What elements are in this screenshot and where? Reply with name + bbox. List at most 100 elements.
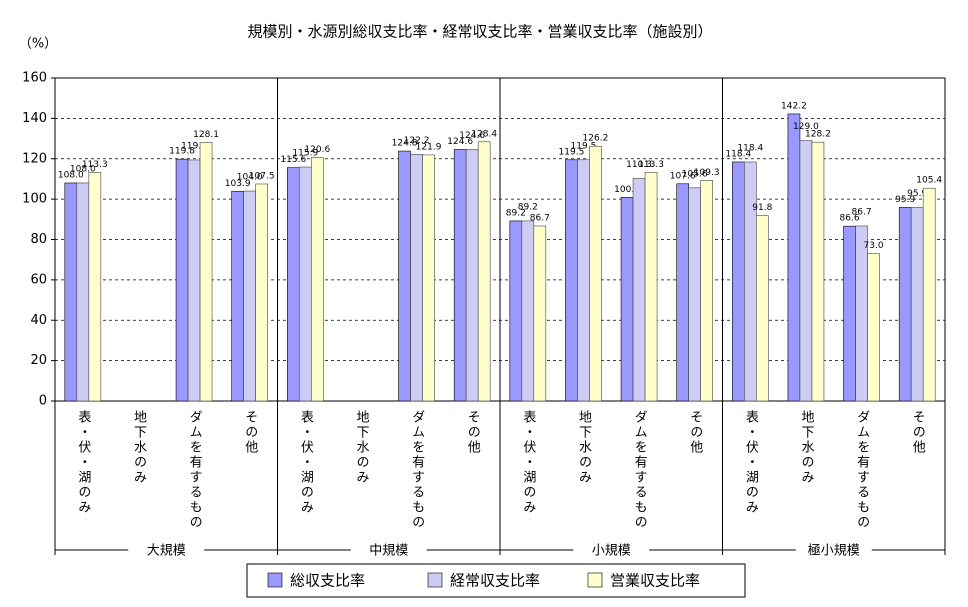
value-label: 118.4 [737,143,763,153]
bar [76,182,90,402]
bar [311,157,324,402]
value-label: 115.9 [292,149,318,159]
value-label: 104.0 [237,173,263,183]
y-tick-label: 20 [30,353,47,368]
bar [509,220,523,402]
x-tick-label: 地下水のみ [353,410,369,485]
bar [732,161,745,402]
value-label: 113.3 [638,160,664,170]
value-label: 119.5 [571,141,597,151]
x-tick-label: ダムを有するもの [632,410,648,530]
value-label: 108.0 [58,170,84,180]
value-label: 124.8 [392,139,418,149]
value-label: 122.2 [404,136,430,146]
bar [843,225,856,402]
bar [787,113,801,402]
value-label: 124.6 [447,137,473,147]
y-tick-label: 80 [30,232,47,247]
value-label: 86.6 [840,214,860,224]
bar [688,187,701,402]
value-label: 95.9 [907,189,927,199]
value-label: 109.3 [694,168,720,178]
y-tick-label: 100 [22,192,47,207]
value-label: 73.0 [864,241,884,251]
bar [465,149,479,402]
bar [799,140,813,402]
bar [533,225,547,402]
value-label: 119.4 [181,141,207,151]
x-tick-label: その他 [242,410,258,455]
bar [243,190,256,402]
y-tick-label: 160 [22,71,47,86]
bar [410,154,423,402]
x-tick-label: 地下水のみ [576,410,592,485]
bar [88,171,102,402]
group-label: 極小規模 [808,543,860,559]
x-tick-label: ダムを有するもの [187,410,203,530]
bar [589,145,602,402]
bar [700,180,713,402]
group-label-bg [795,541,872,559]
x-tick-label: その他 [687,410,703,455]
legend-box [246,563,746,598]
y-axis-label: （%） [19,37,57,52]
value-label: 105.6 [682,169,708,179]
x-tick-label: ダムを有するもの [854,410,870,530]
bar [231,190,244,402]
legend-label: 営業収支比率 [610,572,700,590]
value-label: 91.8 [752,203,772,213]
bar [398,150,411,402]
value-label: 108.0 [70,164,96,174]
y-tick-label: 40 [30,313,47,328]
x-tick-label: その他 [910,410,926,455]
bar [867,253,880,402]
x-tick-label: その他 [465,410,481,455]
bar [299,166,312,402]
bar [255,183,268,402]
x-tick-label: 表・伏・湖のみ [75,410,91,515]
bar [422,154,435,402]
bar [521,220,535,402]
bar [756,215,769,402]
value-label: 119.8 [169,147,195,157]
group-label: 中規模 [369,544,408,559]
legend-label: 総収支比率 [290,572,365,590]
group-label-bg [350,541,427,559]
y-tick-label: 60 [30,272,47,287]
value-label: 95.9 [895,195,915,205]
bar [577,159,590,402]
value-label: 105.4 [916,176,942,186]
value-label: 129.0 [793,122,819,132]
bar [644,171,658,402]
bar [477,141,491,402]
value-label: 89.2 [506,208,526,218]
x-tick-label: ダムを有するもの [409,410,425,530]
value-label: 86.7 [852,207,872,217]
bar [676,183,689,402]
bar [453,149,467,402]
value-label: 128.1 [193,130,219,140]
bar [898,207,912,402]
value-label: 115.6 [280,155,306,165]
legend-swatch [427,572,443,588]
value-label: 113.3 [82,160,108,170]
value-label: 119.5 [559,147,585,157]
group-label-bg [128,541,205,559]
y-tick-label: 0 [39,394,47,409]
bar [855,225,868,402]
group-label-bg [573,541,650,559]
x-tick-label: 表・伏・湖のみ [743,410,759,515]
bar [64,182,78,402]
value-label: 121.9 [416,142,442,152]
bar [922,187,936,402]
value-label: 124.6 [459,131,485,141]
x-tick-label: 表・伏・湖のみ [520,410,536,515]
value-label: 103.9 [225,179,251,189]
bar [620,197,634,402]
value-label: 100.9 [614,185,640,195]
bar [811,141,825,402]
chart-title: 規模別・水源別総収支比率・経常収支比率・営業収支比率（施設別） [247,23,712,41]
group-label: 小規模 [592,544,631,559]
bar [910,207,924,402]
